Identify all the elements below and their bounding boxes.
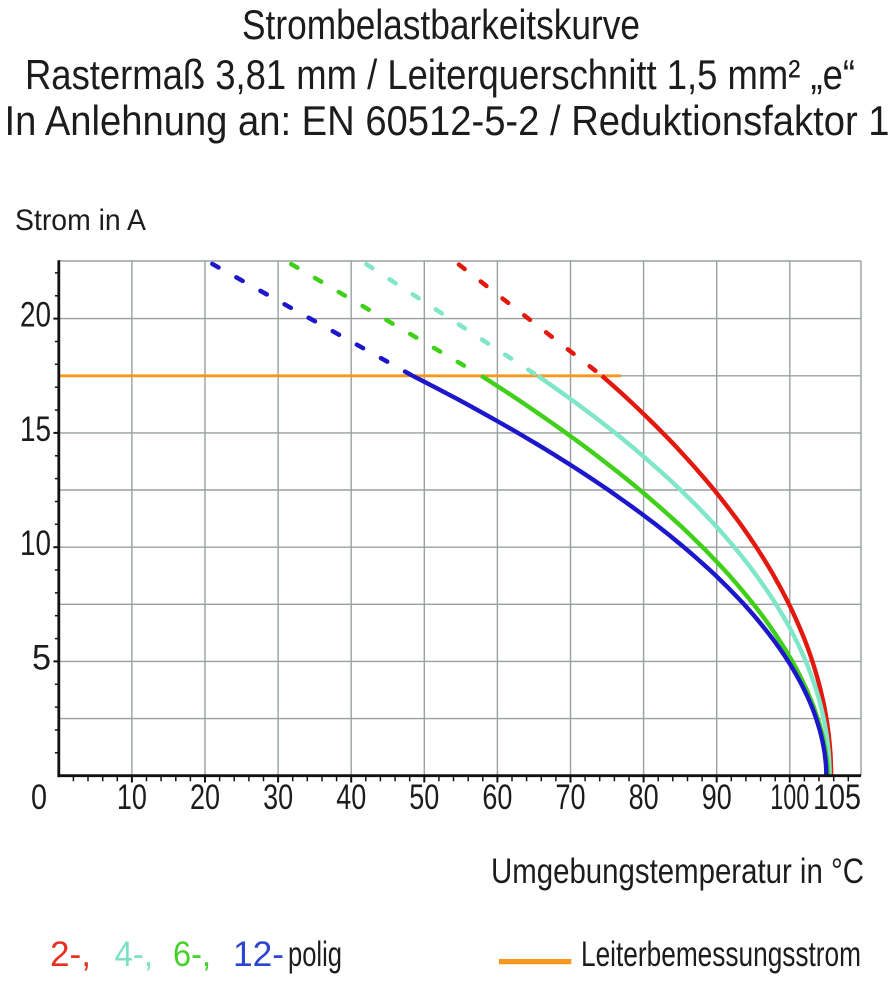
svg-text:60: 60 xyxy=(482,778,512,817)
svg-text:Leiterbemessungsstrom: Leiterbemessungsstrom xyxy=(581,935,861,974)
svg-text:Strombelastbarkeitskurve: Strombelastbarkeitskurve xyxy=(242,1,640,48)
svg-text:6-,: 6-, xyxy=(173,935,211,974)
svg-text:100: 100 xyxy=(770,778,809,817)
svg-text:Strom in A: Strom in A xyxy=(15,204,146,237)
svg-text:80: 80 xyxy=(629,778,659,817)
svg-text:Umgebungstemperatur in °C: Umgebungstemperatur in °C xyxy=(491,852,864,891)
svg-text:40: 40 xyxy=(336,778,366,817)
svg-text:12-: 12- xyxy=(233,935,284,974)
svg-text:105: 105 xyxy=(813,778,861,817)
svg-text:15: 15 xyxy=(20,410,51,449)
svg-text:polig: polig xyxy=(288,935,342,974)
svg-text:50: 50 xyxy=(409,778,439,817)
svg-text:4-,: 4-, xyxy=(115,935,154,974)
svg-text:10: 10 xyxy=(20,524,51,563)
svg-text:70: 70 xyxy=(556,778,586,817)
svg-text:Rastermaß 3,81 mm / Leiterquer: Rastermaß 3,81 mm / Leiterquerschnitt 1,… xyxy=(25,51,855,98)
svg-text:2-,: 2-, xyxy=(50,935,91,974)
svg-text:5: 5 xyxy=(32,638,51,677)
svg-text:20: 20 xyxy=(20,296,51,335)
svg-text:30: 30 xyxy=(263,778,293,817)
svg-text:90: 90 xyxy=(702,778,732,817)
svg-text:20: 20 xyxy=(190,778,220,817)
svg-text:In Anlehnung an: EN 60512-5-2: In Anlehnung an: EN 60512-5-2 / Reduktio… xyxy=(5,97,890,144)
svg-text:10: 10 xyxy=(117,778,147,817)
svg-text:0: 0 xyxy=(31,778,47,817)
